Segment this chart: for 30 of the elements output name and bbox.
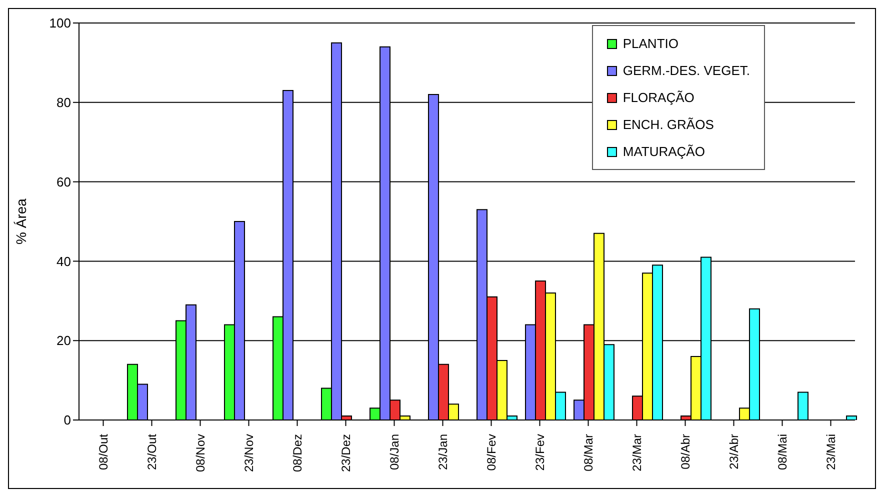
y-axis-title: % Área bbox=[12, 198, 29, 244]
x-tick-label: 23/Mar bbox=[630, 434, 644, 472]
y-tick-label: 80 bbox=[56, 95, 71, 110]
x-tick-label: 08/Nov bbox=[193, 434, 208, 472]
x-tick-label: 23/Nov bbox=[242, 434, 256, 472]
x-tick-label: 08/Out bbox=[96, 433, 110, 470]
x-tick-label: 08/Abr bbox=[678, 434, 692, 470]
legend-label: FLORAÇÃO bbox=[622, 90, 694, 105]
bar bbox=[798, 392, 808, 420]
x-tick-label: 08/Mar bbox=[581, 434, 596, 472]
x-tick-label: 08/Mai bbox=[775, 434, 790, 470]
legend-label: GERM.-DES. VEGET. bbox=[622, 63, 750, 78]
y-tick-label: 20 bbox=[56, 333, 71, 348]
x-tick-label: 08/Fev bbox=[484, 434, 498, 471]
legend-label: PLANTIO bbox=[622, 36, 678, 51]
legend-label: ENCH. GRÃOS bbox=[622, 117, 714, 132]
y-tick-label: 60 bbox=[56, 174, 71, 190]
x-tick-label: 23/Abr bbox=[726, 434, 741, 470]
x-tick-label: 08/Jan bbox=[387, 434, 402, 470]
y-tick-label: 40 bbox=[56, 254, 71, 269]
y-tick-label: 100 bbox=[49, 16, 71, 31]
bar bbox=[846, 416, 857, 420]
x-tick-label: 23/Mai bbox=[824, 434, 838, 470]
legend-label: MATURAÇÃO bbox=[622, 144, 705, 159]
x-tick-label: 23/Fev bbox=[532, 434, 547, 471]
y-tick-label: 0 bbox=[64, 412, 71, 428]
x-tick-label: 08/Dez bbox=[290, 434, 304, 472]
x-tick-label: 23/Dez bbox=[338, 434, 353, 472]
x-tick-label: 23/Out bbox=[144, 433, 159, 470]
x-tick-label: 23/Jan bbox=[436, 434, 450, 470]
